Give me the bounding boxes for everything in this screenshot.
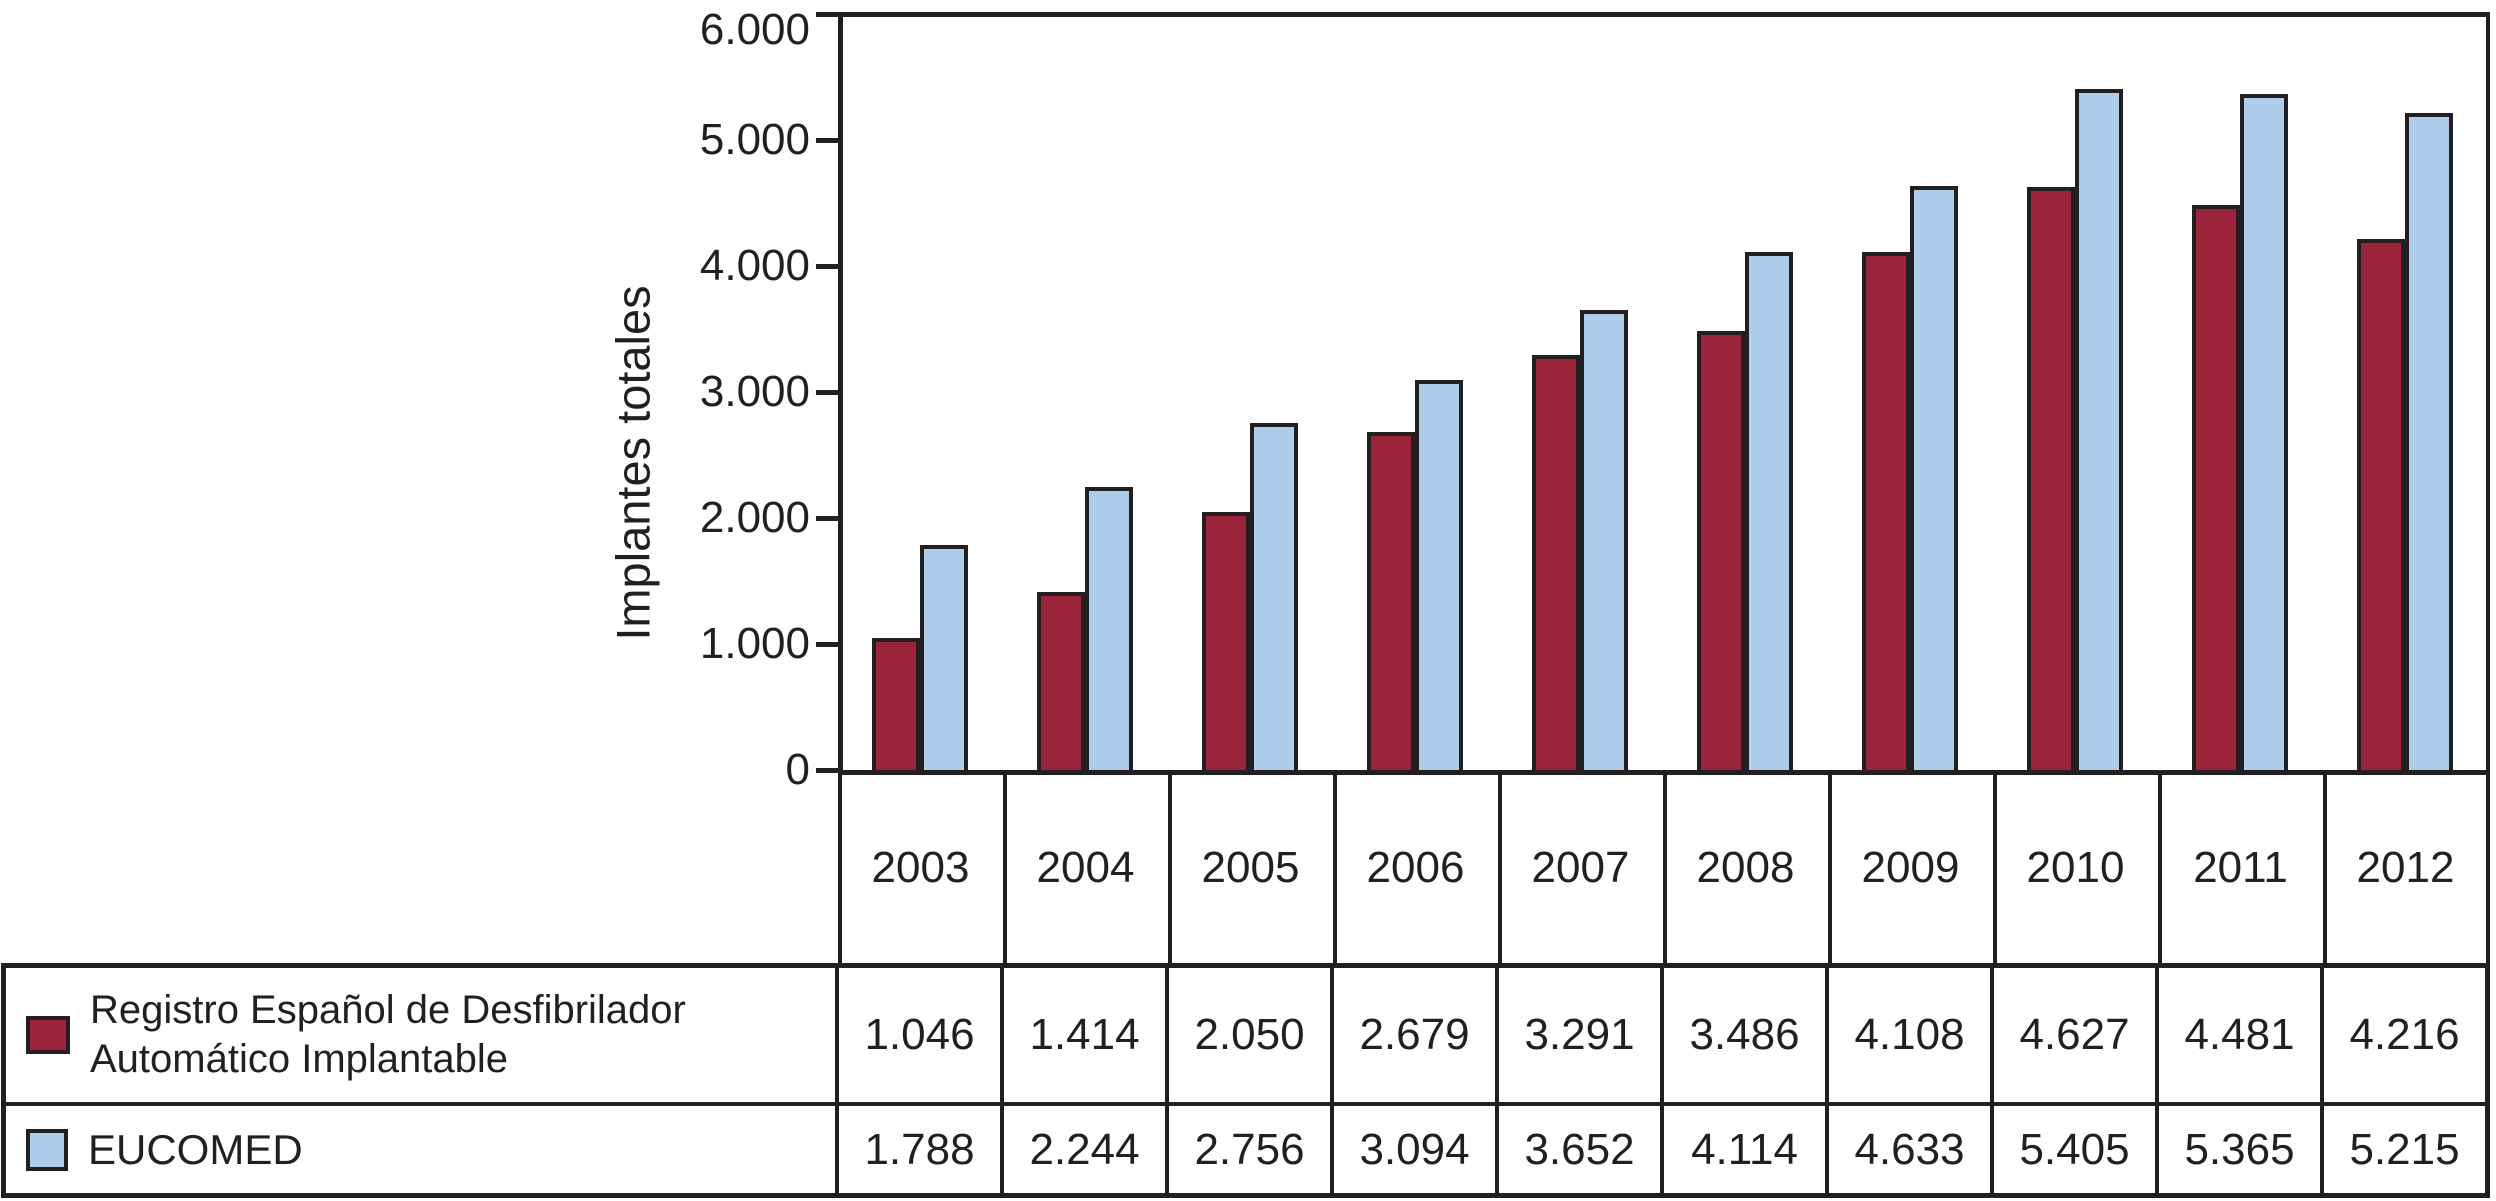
bar-registro-2007 (1532, 355, 1580, 774)
table-value-registro-2010: 4.627 (1990, 968, 2155, 1102)
bar-registro-2003 (872, 638, 920, 774)
table-value-eucomed-2009: 4.633 (1825, 1102, 1990, 1193)
table-value-eucomed-2011: 5.365 (2155, 1102, 2320, 1193)
y-axis-tick (816, 12, 838, 17)
y-axis-tick-label: 0 (785, 745, 810, 794)
legend-item-eucomed: EUCOMED (6, 1102, 835, 1193)
bar-registro-2005 (1202, 512, 1250, 774)
x-axis-year-label: 2009 (1861, 842, 1960, 892)
registro-legend-swatch-icon (26, 1016, 70, 1054)
bar-eucomed-2007 (1580, 310, 1628, 774)
year-column-divider (1498, 770, 1502, 963)
y-axis-tick-label: 4.000 (699, 241, 810, 290)
bar-eucomed-2008 (1745, 252, 1793, 774)
y-axis-tick (816, 390, 838, 395)
table-value-registro-2005: 2.050 (1165, 968, 1330, 1102)
bar-eucomed-2004 (1085, 487, 1133, 774)
table-value-registro-2012: 4.216 (2320, 968, 2485, 1102)
year-column-divider (1003, 770, 1007, 963)
x-axis-year-label: 2003 (871, 842, 970, 892)
y-axis-tick (816, 138, 838, 143)
year-column-divider (1168, 770, 1172, 963)
bar-eucomed-2011 (2240, 94, 2288, 774)
year-column-divider (1993, 770, 1997, 963)
y-axis-tick-label: 2.000 (699, 493, 810, 542)
table-value-registro-2006: 2.679 (1330, 968, 1495, 1102)
legend-label-eucomed: EUCOMED (88, 1125, 303, 1173)
table-value-eucomed-2008: 4.114 (1660, 1102, 1825, 1193)
x-axis-year-label: 2011 (2193, 842, 2288, 892)
x-axis-year-label: 2006 (1366, 842, 1465, 892)
y-axis-tick (816, 516, 838, 521)
legend-label-registro-line1: Registro Español de Desfibrilador (90, 988, 686, 1033)
table-value-eucomed-2010: 5.405 (1990, 1102, 2155, 1193)
bar-registro-2008 (1697, 331, 1745, 774)
y-axis-line (838, 12, 843, 775)
bar-eucomed-2003 (920, 545, 968, 774)
x-axis-year-label: 2008 (1696, 842, 1795, 892)
table-value-registro-2011: 4.481 (2155, 968, 2320, 1102)
bar-registro-2006 (1367, 432, 1415, 774)
plot-border-top (838, 12, 2490, 17)
bar-eucomed-2010 (2075, 89, 2123, 774)
legend-label-registro: Registro Español de Desfibrilador Automá… (90, 986, 686, 1084)
y-axis-tick (816, 642, 838, 647)
legend-label-registro-line2: Automático Implantable (90, 1037, 509, 1081)
legend-item-registro: Registro Español de Desfibrilador Automá… (6, 968, 835, 1102)
y-axis-tick (816, 264, 838, 269)
bar-eucomed-2006 (1415, 380, 1463, 774)
y-axis-tick-label: 5.000 (699, 115, 810, 164)
bar-registro-2012 (2357, 239, 2405, 774)
y-axis-tick-label: 3.000 (699, 367, 810, 416)
bar-registro-2010 (2027, 187, 2075, 774)
bar-registro-2011 (2192, 205, 2240, 774)
eucomed-legend-swatch-icon (26, 1128, 68, 1171)
table-value-registro-2009: 4.108 (1825, 968, 1990, 1102)
table-value-registro-2003: 1.046 (835, 968, 1000, 1102)
y-axis-tick (816, 768, 838, 773)
bar-registro-2009 (1862, 252, 1910, 774)
table-value-eucomed-2003: 1.788 (835, 1102, 1000, 1193)
x-axis-year-label: 2005 (1201, 842, 1300, 892)
table-value-eucomed-2005: 2.756 (1165, 1102, 1330, 1193)
x-axis-year-label: 2010 (2026, 842, 2125, 892)
year-column-divider (2158, 770, 2162, 963)
year-column-divider (1828, 770, 1832, 963)
year-column-divider (838, 770, 842, 963)
y-axis-tick-label: 1.000 (699, 619, 810, 668)
bar-eucomed-2005 (1250, 423, 1298, 774)
x-axis-year-label: 2012 (2356, 842, 2455, 892)
table-value-eucomed-2012: 5.215 (2320, 1102, 2485, 1193)
bar-registro-2004 (1037, 592, 1085, 774)
bar-eucomed-2009 (1910, 186, 1958, 774)
bar-eucomed-2012 (2405, 113, 2453, 774)
x-axis-year-label: 2007 (1531, 842, 1630, 892)
table-value-registro-2007: 3.291 (1495, 968, 1660, 1102)
table-value-eucomed-2006: 3.094 (1330, 1102, 1495, 1193)
legend-data-table: Registro Español de Desfibrilador Automá… (1, 963, 2490, 1198)
table-value-eucomed-2007: 3.652 (1495, 1102, 1660, 1193)
year-column-divider (1663, 770, 1667, 963)
table-value-registro-2004: 1.414 (1000, 968, 1165, 1102)
year-column-divider (2486, 770, 2490, 963)
y-axis-tick-label: 6.000 (699, 5, 810, 54)
year-column-divider (2323, 770, 2327, 963)
plot-border-right (2486, 12, 2490, 775)
year-column-divider (1333, 770, 1337, 963)
table-value-eucomed-2004: 2.244 (1000, 1102, 1165, 1193)
table-value-registro-2008: 3.486 (1660, 968, 1825, 1102)
x-axis-year-label: 2004 (1036, 842, 1135, 892)
y-axis-title: Implantes totales (606, 285, 660, 641)
